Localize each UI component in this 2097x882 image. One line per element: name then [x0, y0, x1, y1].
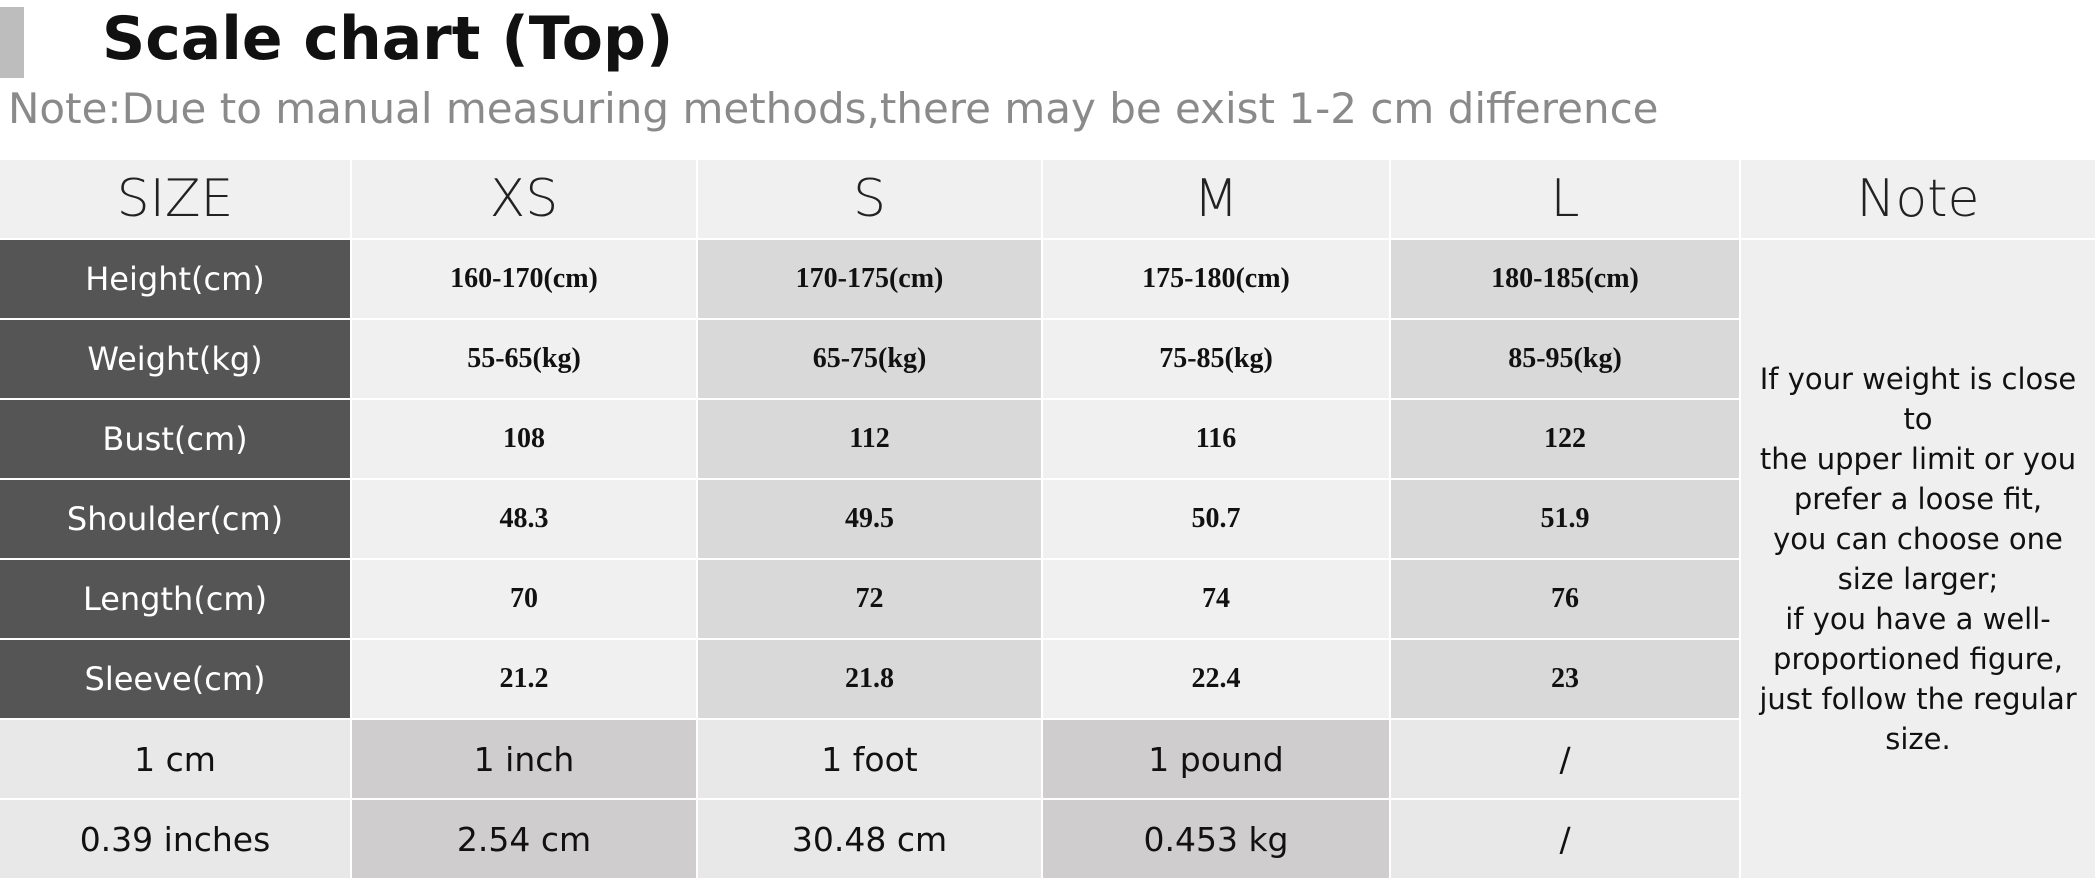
- size-value: 180-185(cm): [1391, 240, 1741, 320]
- note-line: prefer a loose fit,: [1793, 482, 2043, 516]
- size-value: 50.7: [1043, 480, 1391, 560]
- note-line: If your weight is close to: [1759, 362, 2077, 436]
- conversion-cell: 1 pound: [1043, 720, 1391, 800]
- title-bar: [0, 7, 24, 78]
- size-value: 112: [698, 400, 1043, 480]
- size-value: 175-180(cm): [1043, 240, 1391, 320]
- size-value: 65-75(kg): [698, 320, 1043, 400]
- column-header: M: [1043, 160, 1391, 240]
- note-line: if you have a well-: [1785, 602, 2051, 636]
- size-value: 74: [1043, 560, 1391, 640]
- conversion-cell: 1 cm: [0, 720, 352, 800]
- note-line: size larger;: [1837, 562, 1999, 596]
- size-value: 108: [352, 400, 698, 480]
- note-line: just follow the regular: [1759, 682, 2077, 716]
- row-label: Length(cm): [0, 560, 352, 640]
- size-value: 49.5: [698, 480, 1043, 560]
- size-value: 170-175(cm): [698, 240, 1043, 320]
- size-value: 70: [352, 560, 698, 640]
- size-value: 76: [1391, 560, 1741, 640]
- note-line: size.: [1885, 722, 1951, 756]
- column-header: SIZE: [0, 160, 352, 240]
- size-value: 116: [1043, 400, 1391, 480]
- row-label: Height(cm): [0, 240, 352, 320]
- column-header: L: [1391, 160, 1741, 240]
- conversion-cell: /: [1391, 720, 1741, 800]
- row-label: Weight(kg): [0, 320, 352, 400]
- note-cell: If your weight is close to the upper limi…: [1741, 240, 2097, 880]
- size-value: 48.3: [352, 480, 698, 560]
- size-value: 122: [1391, 400, 1741, 480]
- size-value: 55-65(kg): [352, 320, 698, 400]
- conversion-cell: /: [1391, 800, 1741, 880]
- conversion-cell: 1 inch: [352, 720, 698, 800]
- row-label: Shoulder(cm): [0, 480, 352, 560]
- size-value: 22.4: [1043, 640, 1391, 720]
- row-label: Sleeve(cm): [0, 640, 352, 720]
- conversion-cell: 0.453 kg: [1043, 800, 1391, 880]
- size-value: 23: [1391, 640, 1741, 720]
- conversion-cell: 30.48 cm: [698, 800, 1043, 880]
- note-line: the upper limit or you: [1759, 442, 2077, 476]
- note-line: you can choose one: [1773, 522, 2063, 556]
- size-value: 72: [698, 560, 1043, 640]
- conversion-cell: 0.39 inches: [0, 800, 352, 880]
- size-value: 160-170(cm): [352, 240, 698, 320]
- column-header: XS: [352, 160, 698, 240]
- size-value: 85-95(kg): [1391, 320, 1741, 400]
- size-value: 75-85(kg): [1043, 320, 1391, 400]
- size-value: 21.2: [352, 640, 698, 720]
- conversion-cell: 1 foot: [698, 720, 1043, 800]
- row-label: Bust(cm): [0, 400, 352, 480]
- size-value: 51.9: [1391, 480, 1741, 560]
- column-header: S: [698, 160, 1043, 240]
- size-value: 21.8: [698, 640, 1043, 720]
- title: Scale chart (Top): [102, 4, 674, 74]
- column-header: Note: [1741, 160, 2097, 240]
- subtitle-note: Note:Due to manual measuring methods,the…: [8, 84, 1659, 133]
- conversion-cell: 2.54 cm: [352, 800, 698, 880]
- note-line: proportioned figure,: [1773, 642, 2063, 676]
